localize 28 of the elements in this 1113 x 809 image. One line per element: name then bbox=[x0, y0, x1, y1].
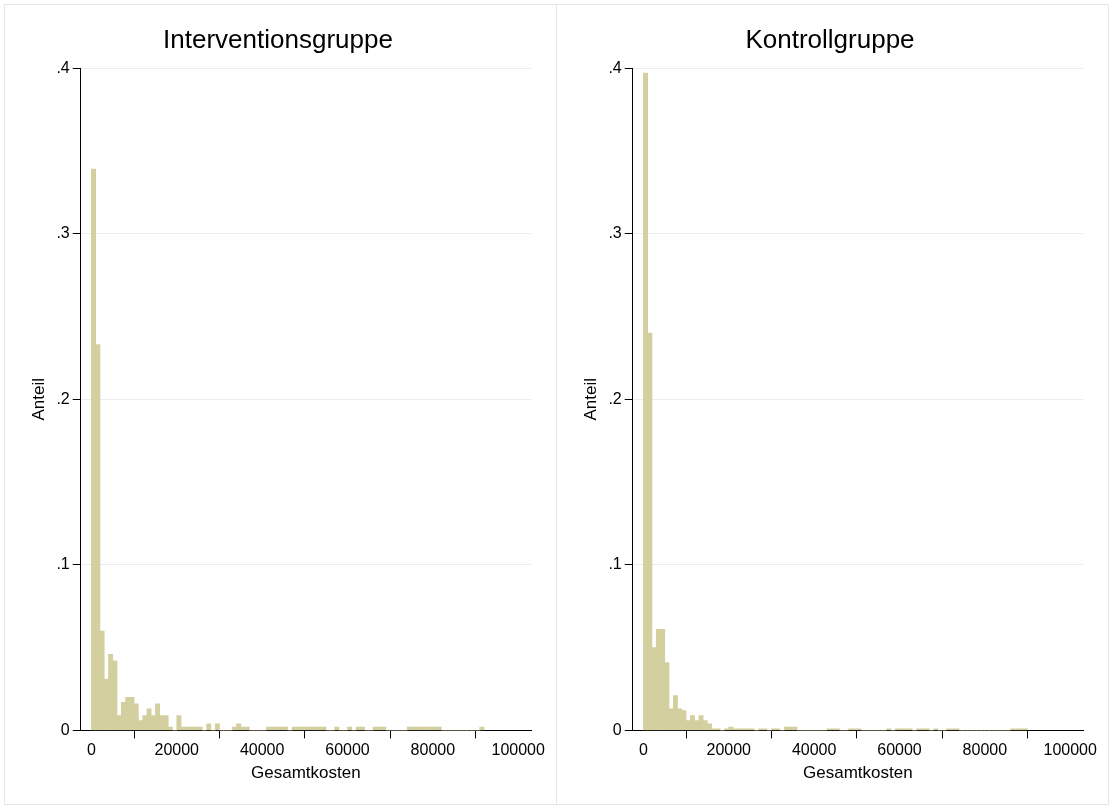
y-tick-label: 0 bbox=[60, 720, 70, 738]
x-tick-label: 80000 bbox=[962, 741, 1008, 759]
y-tick-label: .4 bbox=[608, 58, 622, 76]
x-tick-label: 60000 bbox=[325, 741, 370, 759]
y-tick-label: .3 bbox=[608, 224, 622, 242]
x-tick-label: 40000 bbox=[239, 741, 285, 759]
y-tick-label: .1 bbox=[608, 555, 622, 573]
y-axis-title: Anteil bbox=[580, 378, 600, 421]
y-tick-label: .2 bbox=[56, 389, 70, 407]
x-tick-label: 100000 bbox=[491, 741, 545, 759]
y-tick-label: 0 bbox=[612, 720, 622, 738]
x-tick-label: 60000 bbox=[877, 741, 922, 759]
chart-title: Interventionsgruppe bbox=[163, 23, 393, 54]
x-tick-label: 0 bbox=[638, 741, 648, 759]
x-tick-label: 20000 bbox=[154, 741, 200, 759]
x-tick-label: 80000 bbox=[410, 741, 456, 759]
x-tick-label: 20000 bbox=[706, 741, 752, 759]
y-axis-title: Anteil bbox=[28, 378, 48, 421]
y-tick-label: .3 bbox=[56, 224, 70, 242]
y-tick-label: .1 bbox=[56, 555, 70, 573]
x-axis-title: Gesamtkosten bbox=[803, 763, 913, 783]
x-tick-label: 0 bbox=[86, 741, 96, 759]
y-tick-label: .2 bbox=[608, 389, 622, 407]
x-tick-label: 100000 bbox=[1043, 741, 1097, 759]
x-tick-label: 40000 bbox=[791, 741, 837, 759]
x-axis-title: Gesamtkosten bbox=[251, 763, 361, 783]
chart-title: Kontrollgruppe bbox=[745, 23, 915, 54]
y-tick-label: .4 bbox=[56, 58, 70, 76]
